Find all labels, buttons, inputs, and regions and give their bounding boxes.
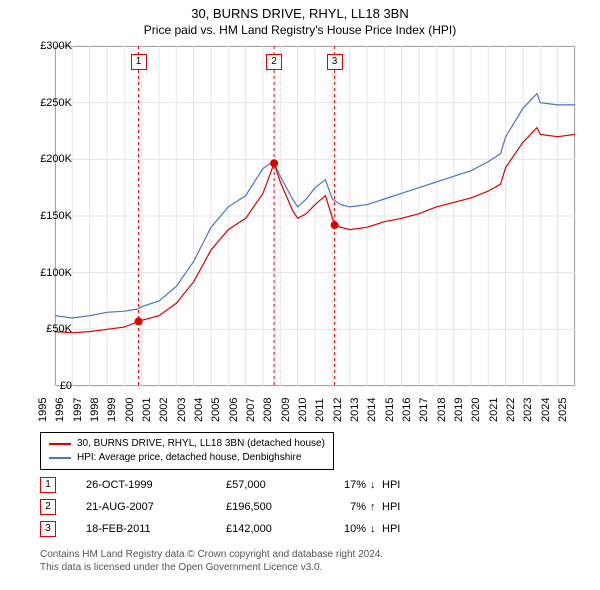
event-row: 1 26-OCT-1999 £57,000 17% ↓ HPI — [40, 474, 422, 496]
x-tick-label: 2016 — [401, 398, 413, 422]
event-vs: HPI — [382, 479, 422, 491]
x-tick-label: 2017 — [418, 398, 430, 422]
event-number-box: 1 — [40, 477, 56, 493]
footer-line: Contains HM Land Registry data © Crown c… — [40, 548, 580, 561]
arrow-icon: ↓ — [370, 523, 382, 535]
legend-swatch — [49, 457, 71, 459]
x-tick-label: 2009 — [280, 398, 292, 422]
x-tick-label: 2004 — [193, 398, 205, 422]
x-tick-label: 2025 — [557, 398, 569, 422]
arrow-icon: ↑ — [370, 501, 382, 513]
legend-label: HPI: Average price, detached house, Denb… — [77, 451, 301, 465]
x-tick-label: 2018 — [436, 398, 448, 422]
event-price: £57,000 — [226, 479, 326, 491]
event-price: £142,000 — [226, 523, 326, 535]
x-tick-label: 2024 — [540, 398, 552, 422]
x-tick-label: 1999 — [106, 398, 118, 422]
x-tick-label: 1995 — [37, 398, 49, 422]
page: 30, BURNS DRIVE, RHYL, LL18 3BN Price pa… — [0, 0, 600, 590]
y-tick-label: £200K — [40, 153, 72, 165]
x-tick-label: 2008 — [262, 398, 274, 422]
event-price: £196,500 — [226, 501, 326, 513]
x-tick-label: 2000 — [124, 398, 136, 422]
x-tick-label: 1997 — [72, 398, 84, 422]
event-pct: 17% — [326, 479, 366, 491]
y-tick-label: £0 — [60, 380, 72, 392]
event-date: 21-AUG-2007 — [86, 501, 226, 513]
x-tick-label: 2005 — [210, 398, 222, 422]
x-tick-label: 2006 — [228, 398, 240, 422]
x-tick-label: 2010 — [297, 398, 309, 422]
x-tick-label: 1996 — [54, 398, 66, 422]
x-tick-label: 2003 — [176, 398, 188, 422]
events-table: 1 26-OCT-1999 £57,000 17% ↓ HPI 2 21-AUG… — [40, 474, 422, 540]
y-tick-label: £300K — [40, 40, 72, 52]
x-tick-label: 2019 — [453, 398, 465, 422]
chart-subtitle: Price paid vs. HM Land Registry's House … — [0, 21, 600, 37]
event-marker-box: 3 — [327, 54, 343, 70]
event-marker-box: 2 — [266, 54, 282, 70]
legend-item: HPI: Average price, detached house, Denb… — [49, 451, 325, 465]
x-tick-label: 1998 — [89, 398, 101, 422]
chart-title: 30, BURNS DRIVE, RHYL, LL18 3BN — [0, 0, 600, 21]
chart-svg — [55, 46, 575, 386]
x-tick-label: 2002 — [158, 398, 170, 422]
y-tick-label: £150K — [40, 210, 72, 222]
arrow-icon: ↓ — [370, 479, 382, 491]
x-tick-label: 2022 — [505, 398, 517, 422]
chart-area — [55, 46, 575, 386]
footer-line: This data is licensed under the Open Gov… — [40, 561, 580, 574]
event-row: 2 21-AUG-2007 £196,500 7% ↑ HPI — [40, 496, 422, 518]
event-row: 3 18-FEB-2011 £142,000 10% ↓ HPI — [40, 518, 422, 540]
x-tick-label: 2007 — [245, 398, 257, 422]
event-date: 26-OCT-1999 — [86, 479, 226, 491]
x-tick-label: 2020 — [470, 398, 482, 422]
footer: Contains HM Land Registry data © Crown c… — [40, 548, 580, 574]
x-tick-label: 2015 — [384, 398, 396, 422]
event-date: 18-FEB-2011 — [86, 523, 226, 535]
event-pct: 7% — [326, 501, 366, 513]
x-tick-label: 2013 — [349, 398, 361, 422]
event-number-box: 2 — [40, 499, 56, 515]
legend-swatch — [49, 443, 71, 445]
legend: 30, BURNS DRIVE, RHYL, LL18 3BN (detache… — [40, 432, 334, 470]
x-tick-label: 2023 — [522, 398, 534, 422]
y-tick-label: £250K — [40, 97, 72, 109]
x-tick-label: 2001 — [141, 398, 153, 422]
event-pct: 10% — [326, 523, 366, 535]
x-tick-label: 2012 — [332, 398, 344, 422]
event-vs: HPI — [382, 501, 422, 513]
y-tick-label: £100K — [40, 267, 72, 279]
event-marker-box: 1 — [131, 54, 147, 70]
legend-label: 30, BURNS DRIVE, RHYL, LL18 3BN (detache… — [77, 437, 325, 451]
event-number-box: 3 — [40, 521, 56, 537]
x-tick-label: 2021 — [488, 398, 500, 422]
legend-item: 30, BURNS DRIVE, RHYL, LL18 3BN (detache… — [49, 437, 325, 451]
x-tick-label: 2011 — [314, 398, 326, 422]
x-tick-label: 2014 — [366, 398, 378, 422]
event-vs: HPI — [382, 523, 422, 535]
y-tick-label: £50K — [46, 323, 72, 335]
